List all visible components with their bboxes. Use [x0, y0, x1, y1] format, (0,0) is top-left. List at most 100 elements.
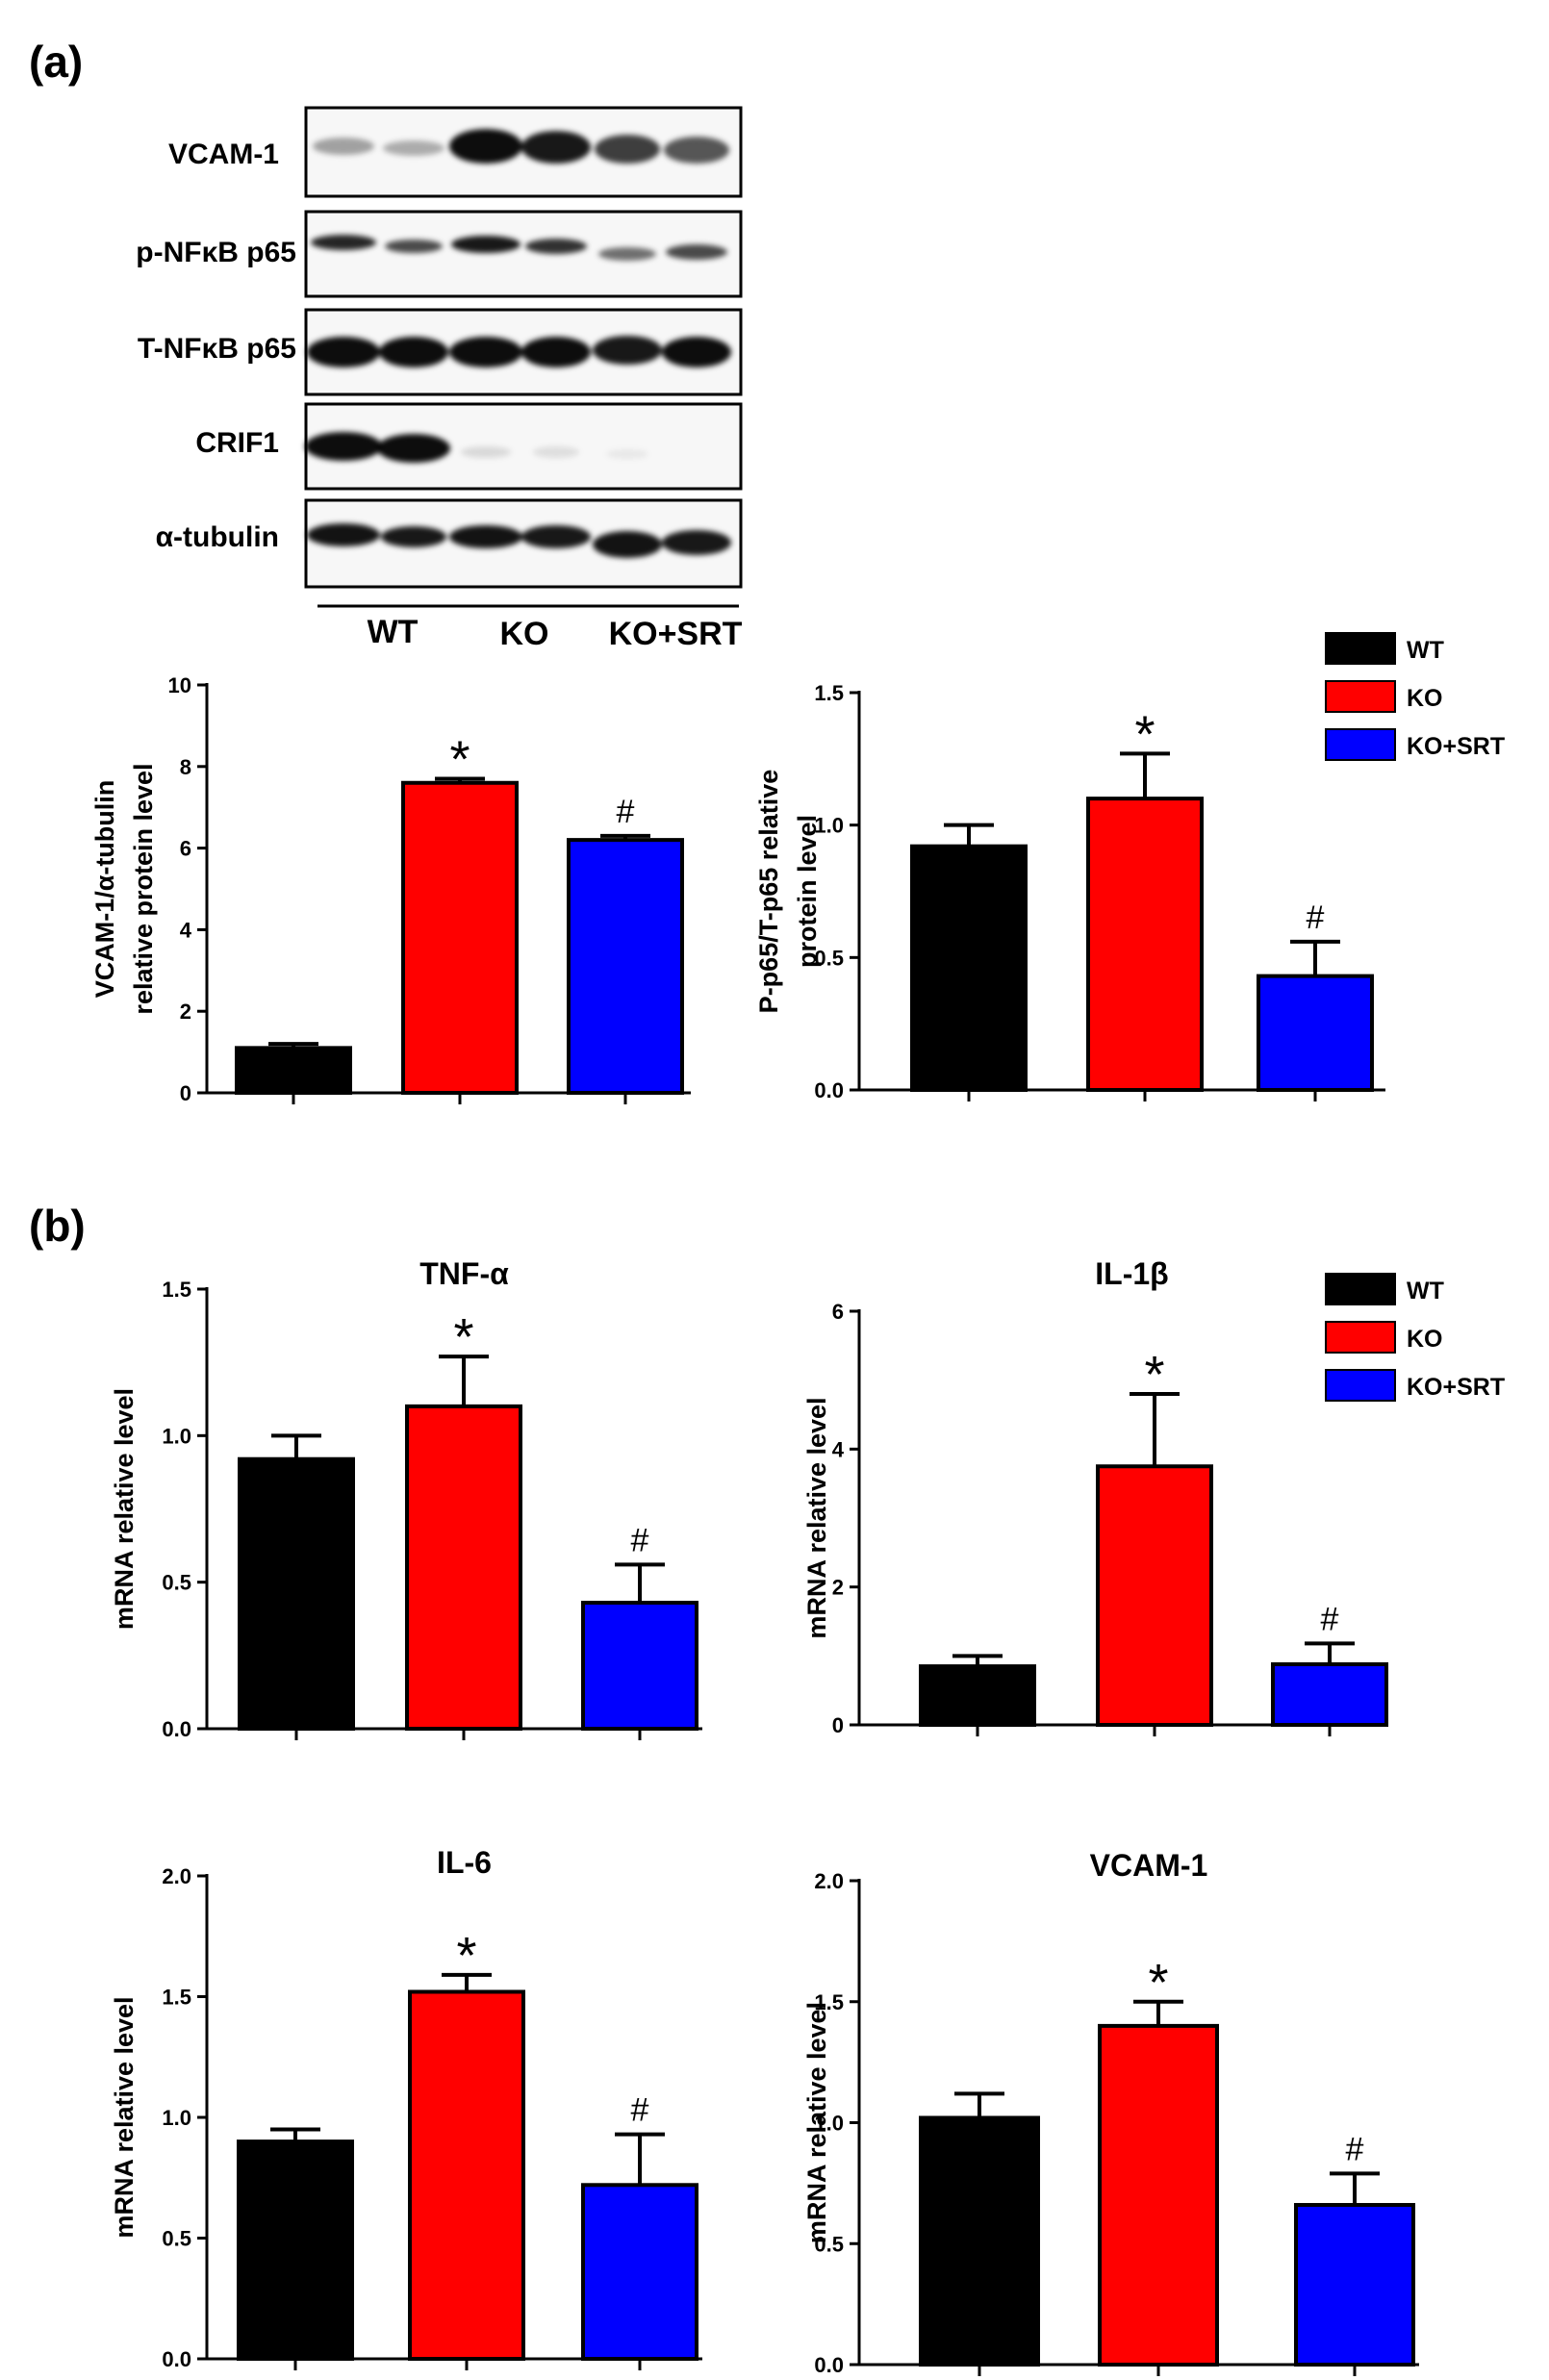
bands-t-nfkb	[307, 336, 731, 367]
legend-a-swatch-ko	[1325, 680, 1396, 713]
legend-a-label-ko: KO	[1407, 685, 1443, 712]
chart-title: IL-1β	[1095, 1256, 1168, 1291]
chart-il1b-mrna: IL-1β mRNA relative level * #0 2 4 6	[802, 1256, 1388, 1737]
legend-b-label-ko-srt: KO+SRT	[1407, 1374, 1505, 1401]
bar-ko	[1086, 797, 1204, 1093]
significance-hash: #	[1321, 1601, 1339, 1637]
bar-ko-srt	[1294, 2203, 1415, 2367]
blot-label-t-nfkb: T-NFκB p65	[138, 333, 296, 365]
significance-hash: #	[631, 1522, 649, 1558]
y-axis-label: mRNA relative level	[110, 1388, 139, 1630]
bands-crif1	[305, 432, 648, 463]
bands-vcam1	[313, 129, 729, 164]
chart-p65-protein: P-p65/T-p65 relative protein level * #0.0 0.…	[754, 681, 1385, 1102]
panel-a-label: (a)	[29, 37, 83, 87]
legend-b-label-ko: KO	[1407, 1326, 1443, 1353]
significance-hash: #	[631, 2092, 649, 2129]
significance-star: *	[1134, 705, 1155, 763]
y-axis-label: P-p65/T-p65 relative	[754, 770, 783, 1014]
bar-ko-srt	[567, 838, 684, 1095]
y-axis-label: relative protein level	[129, 763, 158, 1014]
significance-star: *	[449, 731, 470, 789]
legend-a: WT KO KO+SRT	[1325, 632, 1505, 761]
legend-a-label-wt: WT	[1407, 637, 1444, 664]
significance-star: *	[453, 1308, 473, 1366]
bar-ko	[408, 1989, 525, 2361]
y-tick-label: 1.0	[814, 2112, 844, 2136]
significance-hash: #	[1307, 899, 1325, 936]
legend-a-swatch-wt	[1325, 632, 1396, 665]
y-tick-label: 6	[832, 1300, 844, 1324]
bar-ko	[1098, 2023, 1219, 2367]
y-axis-label: mRNA relative level	[802, 2002, 831, 2243]
blot-label-crif1: CRIF1	[195, 427, 279, 459]
y-tick-label: 4	[832, 1437, 845, 1461]
blot-label-p-nfkb: p-NFκB p65	[136, 237, 296, 268]
y-tick-label: 8	[180, 755, 191, 779]
legend-b-swatch-wt	[1325, 1273, 1396, 1305]
significance-hash: #	[617, 794, 635, 830]
y-axis-label: VCAM-1/α-tubulin	[90, 780, 119, 999]
y-tick-label: 2.0	[162, 1864, 191, 1888]
y-axis-label: protein level	[793, 815, 822, 968]
y-tick-label: 0.5	[814, 946, 844, 970]
bar-ko	[1096, 1464, 1213, 1727]
legend-b: WT KO KO+SRT	[1325, 1273, 1505, 1402]
y-tick-label: 1.0	[162, 2106, 191, 2130]
y-tick-label: 0	[832, 1713, 844, 1737]
bands-tubulin	[307, 523, 731, 558]
y-tick-label: 1.0	[162, 1424, 191, 1448]
y-tick-label: 0.0	[162, 2347, 191, 2371]
bar-ko-srt	[1257, 974, 1374, 1093]
blot-label-vcam1: VCAM-1	[168, 139, 279, 170]
chart-title: VCAM-1	[1090, 1848, 1208, 1883]
y-tick-label: 10	[168, 673, 191, 697]
chart-tnf-alpha-mrna: TNF-α mRNA relative level * #0.0 0.5 1.0 1.5	[110, 1256, 702, 1741]
blot-group-ko: KO	[500, 616, 549, 652]
panel-b-label: (b)	[29, 1201, 86, 1251]
significance-star: *	[1148, 1954, 1168, 2012]
y-tick-label: 4	[180, 918, 192, 942]
bar-wt	[238, 1456, 355, 1731]
bar-ko-srt	[1271, 1661, 1388, 1728]
y-tick-label: 0	[180, 1081, 191, 1105]
bar-wt	[235, 1046, 352, 1095]
chart-title: TNF-α	[419, 1256, 509, 1291]
legend-b-swatch-ko	[1325, 1321, 1396, 1354]
blot-group-ko-srt: KO+SRT	[609, 616, 743, 652]
y-tick-label: 1.5	[814, 681, 844, 705]
blot-label-tubulin: α-tubulin	[156, 521, 279, 553]
significance-star: *	[456, 1927, 476, 1985]
legend-b-label-wt: WT	[1407, 1278, 1444, 1304]
legend-a-label-ko-srt: KO+SRT	[1407, 733, 1505, 760]
y-tick-label: 0.0	[162, 1717, 191, 1741]
bar-ko-srt	[581, 2183, 698, 2362]
chart-vcam1-mrna: VCAM-1 mRNA relative level * #0.0 0.5 1.0 1.5 2…	[802, 1848, 1419, 2377]
y-tick-label: 2	[832, 1576, 844, 1600]
chart-il6-mrna: IL-6 mRNA relative level * #0.0 0.5 1.0 1.5 2.0	[110, 1845, 702, 2371]
y-tick-label: 0.5	[814, 2232, 844, 2256]
y-tick-label: 6	[180, 837, 191, 861]
bar-wt	[919, 1664, 1036, 1728]
y-tick-label: 1.5	[162, 1986, 191, 2010]
legend-b-swatch-ko-srt	[1325, 1369, 1396, 1402]
chart-title: IL-6	[437, 1845, 492, 1880]
y-tick-label: 0.5	[162, 2227, 191, 2251]
bands-p-nfkb	[311, 235, 727, 261]
y-tick-label: 0.5	[162, 1571, 191, 1595]
bar-wt	[237, 2139, 354, 2362]
bar-ko	[405, 1404, 522, 1732]
bar-ko-srt	[581, 1600, 698, 1731]
bar-wt	[919, 2115, 1040, 2367]
y-tick-label: 0.0	[814, 1078, 844, 1102]
chart-vcam1-protein: VCAM-1/α-tubulin relative protein level * #…	[90, 673, 691, 1105]
y-axis-label: mRNA relative level	[110, 1996, 139, 2238]
y-tick-label: 2	[180, 1000, 191, 1024]
y-tick-label: 1.0	[814, 814, 844, 838]
bar-ko	[401, 780, 519, 1095]
y-tick-label: 0.0	[814, 2353, 844, 2377]
western-blot	[304, 106, 743, 608]
y-tick-label: 2.0	[814, 1869, 844, 1893]
blot-group-wt: WT	[368, 614, 419, 650]
bar-wt	[910, 844, 1028, 1093]
